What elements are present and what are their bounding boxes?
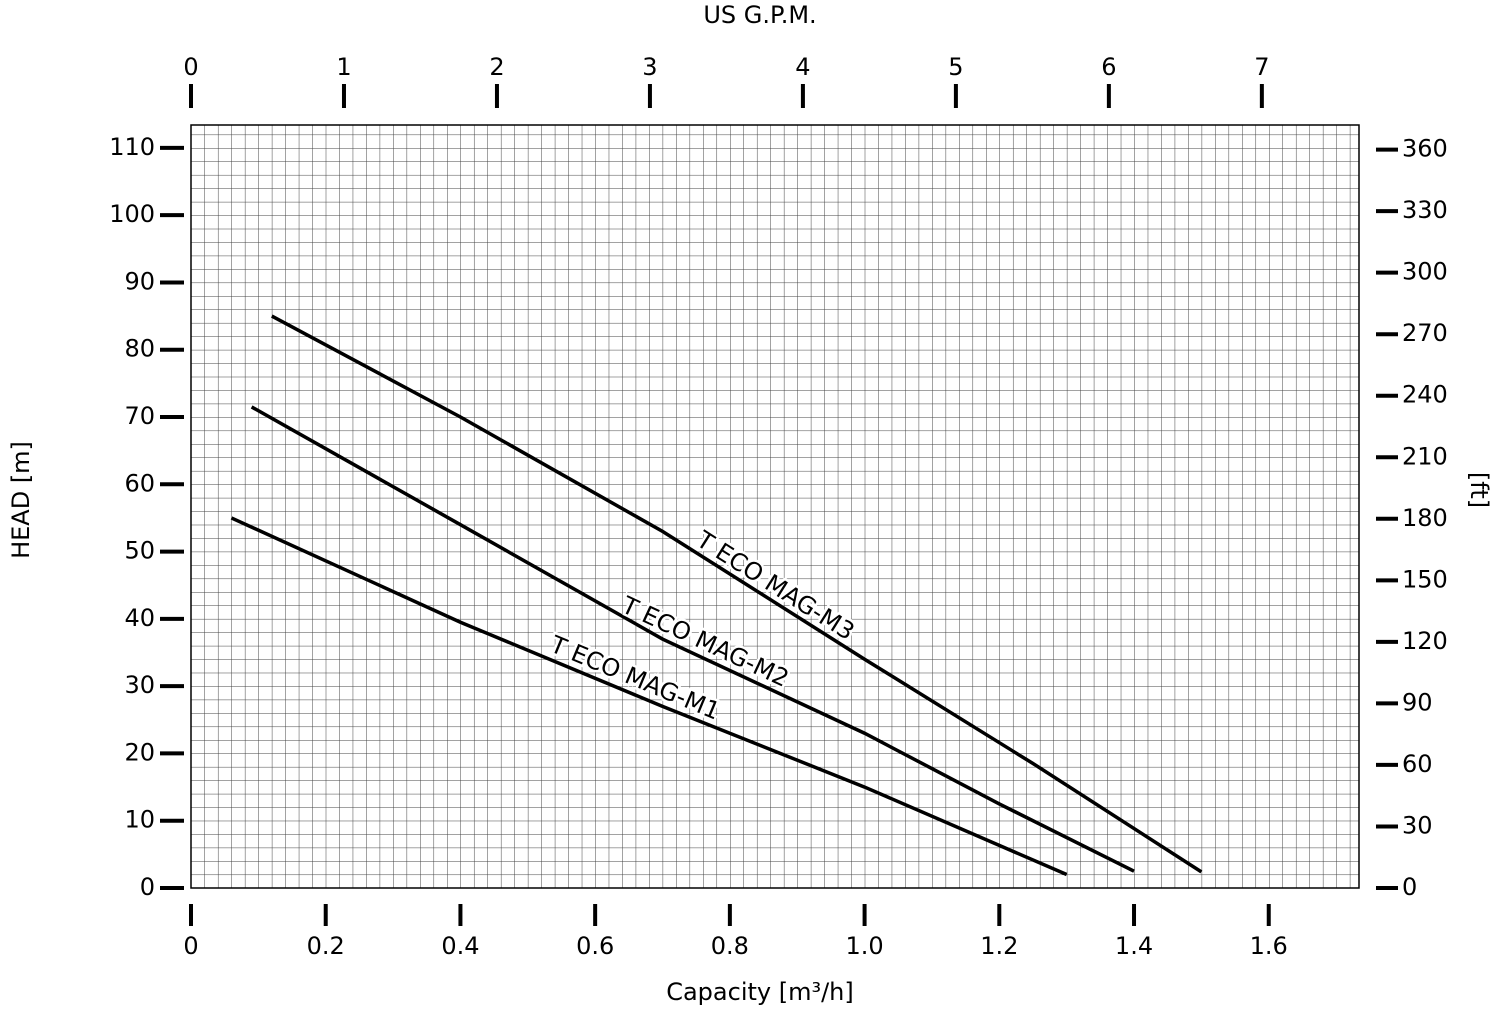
- x-tick-label: 0.8: [711, 932, 749, 960]
- x-axis-title: Capacity [m³/h]: [666, 978, 854, 1006]
- y-tick-label: 100: [109, 200, 155, 228]
- x-tick-label: 0.2: [307, 932, 345, 960]
- y2-tick-label: 330: [1402, 196, 1448, 224]
- y-tick-label: 0: [140, 873, 155, 901]
- x2-tick-label: 7: [1254, 53, 1269, 81]
- top-axis-title: US G.P.M.: [703, 1, 816, 29]
- x2-tick-label: 1: [336, 53, 351, 81]
- y2-tick-label: 210: [1402, 442, 1448, 470]
- x-tick-label: 0: [183, 932, 198, 960]
- y2-tick-label: 0: [1402, 873, 1417, 901]
- y-tick-label: 30: [124, 671, 155, 699]
- x2-tick-label: 0: [183, 53, 198, 81]
- y2-axis-title: [ft]: [1465, 472, 1493, 508]
- x2-tick-label: 5: [948, 53, 963, 81]
- x2-tick-label: 2: [489, 53, 504, 81]
- x-tick-label: 1.4: [1115, 932, 1153, 960]
- y2-tick-label: 240: [1402, 381, 1448, 409]
- y-tick-label: 80: [124, 335, 155, 363]
- x2-tick-label: 6: [1101, 53, 1116, 81]
- y2-tick-label: 90: [1402, 688, 1433, 716]
- y-tick-label: 40: [124, 604, 155, 632]
- y2-tick-label: 180: [1402, 504, 1448, 532]
- curve: [271, 314, 1203, 874]
- y-tick-label: 50: [124, 537, 155, 565]
- y-axis-title: HEAD [m]: [7, 441, 35, 559]
- y-tick-label: 60: [124, 469, 155, 497]
- y2-tick-label: 300: [1402, 258, 1448, 286]
- y2-tick-label: 360: [1402, 135, 1448, 163]
- x-tick-label: 1.2: [980, 932, 1018, 960]
- y-tick-label: 10: [124, 806, 155, 834]
- x2-tick-label: 4: [795, 53, 810, 81]
- y-tick-label: 110: [109, 133, 155, 161]
- curve: [250, 405, 1135, 873]
- plot-area: [190, 124, 1360, 889]
- y2-tick-label: 60: [1402, 750, 1433, 778]
- curve: [230, 516, 1068, 877]
- x2-tick-label: 3: [642, 53, 657, 81]
- x-tick-label: 1.6: [1250, 932, 1288, 960]
- y-tick-label: 70: [124, 402, 155, 430]
- x-tick-label: 0.4: [441, 932, 479, 960]
- y2-tick-label: 270: [1402, 319, 1448, 347]
- x-tick-label: 1.0: [846, 932, 884, 960]
- y2-tick-label: 30: [1402, 811, 1433, 839]
- y2-tick-label: 120: [1402, 627, 1448, 655]
- y2-tick-label: 150: [1402, 565, 1448, 593]
- x-tick-label: 0.6: [576, 932, 614, 960]
- y-tick-label: 90: [124, 267, 155, 295]
- y-tick-label: 20: [124, 738, 155, 766]
